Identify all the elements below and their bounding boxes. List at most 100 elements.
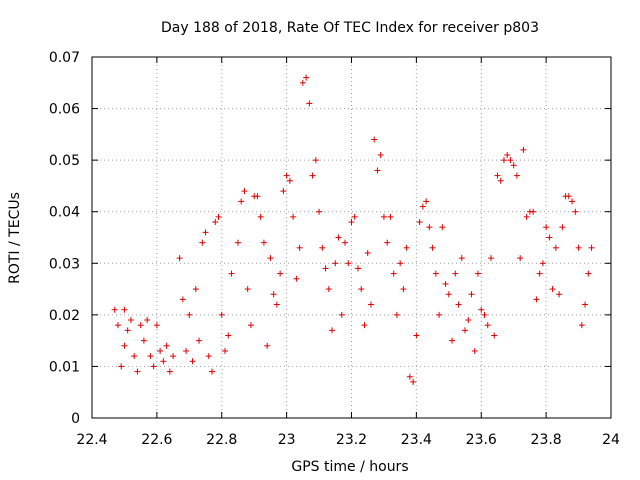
data-point (329, 327, 336, 334)
data-point (306, 100, 313, 107)
data-point (374, 167, 381, 174)
data-point (270, 291, 277, 298)
data-point (209, 368, 216, 375)
data-point (160, 358, 167, 365)
y-tick-label: 0.01 (49, 359, 80, 375)
data-point (114, 322, 121, 329)
x-tick-label: 23 (278, 432, 296, 448)
x-tick-label: 23.8 (531, 432, 562, 448)
data-point (565, 193, 572, 200)
data-point (131, 353, 138, 360)
data-point (523, 213, 530, 220)
data-point (406, 373, 413, 380)
data-point (225, 332, 232, 339)
data-point (212, 219, 219, 226)
data-point (546, 234, 553, 241)
data-point (354, 265, 361, 272)
data-point (351, 213, 358, 220)
data-point (539, 260, 546, 267)
data-point (419, 203, 426, 210)
y-tick-label: 0.06 (49, 102, 80, 118)
data-point (286, 177, 293, 184)
y-tick-labels: 0 0.01 0.02 0.03 0.04 0.05 0.06 0.07 (49, 50, 80, 427)
data-point (192, 286, 199, 293)
y-tick-label: 0.02 (49, 308, 80, 324)
data-point (361, 322, 368, 329)
data-point (205, 353, 212, 360)
data-point (196, 337, 203, 344)
data-point (364, 249, 371, 256)
data-point (387, 213, 394, 220)
data-points (111, 74, 595, 385)
data-point (517, 255, 524, 262)
data-point (348, 219, 355, 226)
data-point (296, 244, 303, 251)
y-axis-label: ROTI / TECUs (7, 192, 23, 284)
data-point (316, 208, 323, 215)
chart-title: Day 188 of 2018, Rate Of TEC Index for r… (161, 20, 539, 36)
data-point (257, 213, 264, 220)
data-point (377, 151, 384, 158)
x-axis-label: GPS time / hours (291, 459, 408, 475)
data-point (234, 239, 241, 246)
data-point (153, 322, 160, 329)
x-tick-label: 24 (602, 432, 620, 448)
data-point (393, 311, 400, 318)
data-point (426, 224, 433, 231)
data-point (552, 244, 559, 251)
data-point (283, 172, 290, 179)
x-tick-label: 22.8 (206, 432, 237, 448)
data-point (439, 224, 446, 231)
data-point (445, 291, 452, 298)
data-point (530, 208, 537, 215)
x-tick-label: 22.6 (141, 432, 172, 448)
data-point (218, 311, 225, 318)
data-point (170, 353, 177, 360)
data-point (147, 353, 154, 360)
data-point (202, 229, 209, 236)
data-point (309, 172, 316, 179)
data-point (121, 342, 128, 349)
data-point (500, 157, 507, 164)
data-point (179, 296, 186, 303)
data-point (410, 378, 417, 385)
data-point (400, 286, 407, 293)
data-point (166, 368, 173, 375)
data-point (221, 347, 228, 354)
data-point (416, 219, 423, 226)
data-point (442, 280, 449, 287)
data-point (358, 286, 365, 293)
data-point (455, 301, 462, 308)
data-point (504, 151, 511, 158)
data-point (144, 317, 151, 324)
data-point (124, 327, 131, 334)
x-tick-label: 23.2 (336, 432, 367, 448)
data-point (338, 311, 345, 318)
data-point (345, 260, 352, 267)
data-point (397, 260, 404, 267)
data-point (342, 239, 349, 246)
data-point (176, 255, 183, 262)
data-point (247, 322, 254, 329)
data-point (267, 255, 274, 262)
x-tick-labels: 22.4 22.6 22.8 23 23.2 23.4 23.6 23.8 24 (76, 432, 620, 448)
data-point (487, 255, 494, 262)
data-point (536, 270, 543, 277)
data-point (390, 270, 397, 277)
data-point (371, 136, 378, 143)
data-point (134, 368, 141, 375)
data-point (507, 157, 514, 164)
data-point (556, 291, 563, 298)
y-tick-label: 0.04 (49, 205, 80, 221)
data-point (332, 260, 339, 267)
data-point (462, 327, 469, 334)
data-point (533, 296, 540, 303)
data-point (325, 286, 332, 293)
data-point (559, 224, 566, 231)
data-point (140, 337, 147, 344)
data-point (228, 270, 235, 277)
data-point (137, 322, 144, 329)
data-point (384, 239, 391, 246)
y-tick-label: 0.07 (49, 50, 80, 66)
